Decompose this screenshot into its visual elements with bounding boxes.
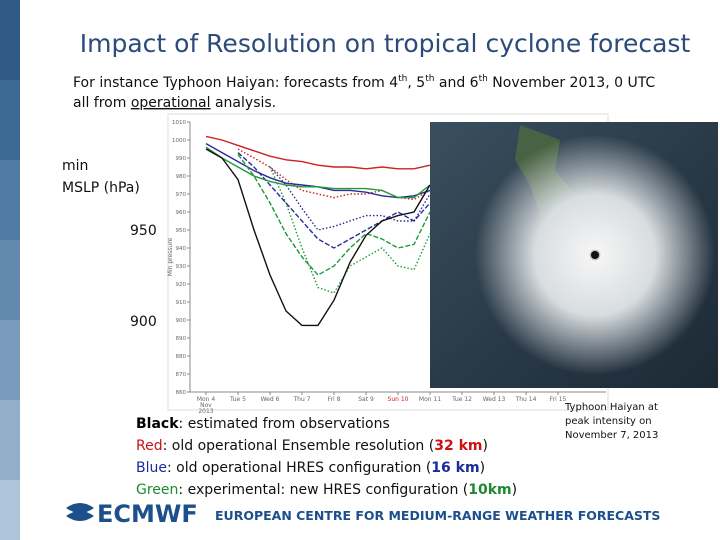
y-caption: MSLP (hPa) [62,180,140,196]
text-run: ) [480,460,485,476]
y-tick-label: 920 [176,282,187,288]
y-tick-label: 900 [176,318,187,324]
x-tick-label: Mon 11 [419,396,441,403]
x-tick-label: Tue 12 [451,396,472,403]
y-tick-label: 880 [176,354,187,360]
series-line [205,148,431,327]
text-run: ) [483,438,488,454]
x-tick-label: Sat 9 [358,396,374,403]
chart: 860 870 880 890 900 910 920 930 940 950 960 970 980 9… [167,120,606,415]
text-run: analysis. [211,95,277,111]
series-line [237,152,431,249]
y-tick-label: 950 [176,228,187,234]
legend-color-word: Green [136,482,178,498]
legend-color-word: Black [136,416,179,432]
superscript: th [398,74,407,84]
footer: ECMWF EUROPEAN CENTRE FOR MEDIUM-RANGE W… [66,500,660,528]
y-tick-label: 990 [176,156,187,162]
text-run: 10km [468,482,511,498]
intro-line: For instance Typhoon Haiyan: forecasts f… [73,74,655,91]
text-run: 16 km [431,460,479,476]
text-run: For instance Typhoon Haiyan: forecasts f… [73,75,398,91]
text-run: all from [73,95,131,111]
x-tick-label: Sun 10 [388,396,409,403]
y-tick-label: 960 [176,210,187,216]
x-tick-label: Fri 8 [328,396,341,403]
legend-color-word: Red [136,438,163,454]
legend-line: Green: experimental: new HRES configurat… [136,482,517,498]
text-run: and 6 [434,75,478,91]
y-tick-label: 970 [176,192,187,198]
text-run: 32 km [434,438,482,454]
y-marker: 900 [130,314,157,330]
logo-text: ECMWF [97,500,198,528]
series-line [237,153,431,276]
y-tick-label: 1000 [172,138,186,144]
slide-title: Impact of Resolution on tropical cyclone… [80,29,691,58]
text-run: November 2013, 0 UTC [488,75,656,91]
legend-line: Red: old operational Ensemble resolution… [136,438,488,454]
legend-line: Blue: old operational HRES configuration… [136,460,485,476]
superscript: th [479,74,488,84]
y-tick-label: 1010 [172,120,186,126]
text-run: : experimental: new HRES configuration ( [178,482,468,498]
text-run: ) [512,482,517,498]
text-run: , 5 [407,75,425,91]
superscript: th [425,74,434,84]
x-tick-label: Tue 5 [229,396,246,403]
satellite-image [430,122,718,388]
intro-line: all from operational analysis. [73,95,276,111]
series-line [269,166,431,294]
image-caption: peak intensity on [565,416,652,427]
series-line [205,146,431,199]
text-run: : old operational HRES configuration ( [167,460,431,476]
y-tick-label: 890 [176,336,187,342]
text-run: : estimated from observations [179,416,390,432]
series-line [205,135,431,170]
y-tick-label: 980 [176,174,187,180]
x-tick-label: Fri 15 [550,396,567,403]
x-tick-label: Thu 7 [293,396,311,403]
image-caption: November 7, 2013 [565,430,658,441]
y-tick-label: 870 [176,372,187,378]
x-tick-label: Wed 13 [483,396,506,403]
y-caption: min [62,158,88,174]
image-caption: Typhoon Haiyan at [564,402,658,413]
org-name: EUROPEAN CENTRE FOR MEDIUM-RANGE WEATHER… [215,508,660,523]
y-tick-label: 930 [176,264,187,270]
side-bar [0,0,20,540]
x-tick-label: Thu 14 [515,396,537,403]
y-tick-label: 910 [176,300,187,306]
x-tick-label: Wed 6 [261,396,280,403]
y-axis-label: Min pressure [167,237,174,276]
logo-icon [66,503,94,521]
x-tick-label: Mon 4 [197,396,216,403]
x-tick-sublabel: Nov [200,402,212,409]
y-tick-label: 940 [176,246,187,252]
text-run: : old operational Ensemble resolution ( [163,438,435,454]
series-line [269,166,431,231]
x-tick-sublabel: 2013 [198,408,213,415]
legend-text: Black: estimated from observations Red: o… [136,416,517,498]
y-tick-label: 860 [176,390,187,396]
y-marker: 950 [130,223,157,239]
legend-line: Black: estimated from observations [136,416,390,432]
legend-color-word: Blue [136,460,167,476]
underlined-word: operational [131,95,211,111]
